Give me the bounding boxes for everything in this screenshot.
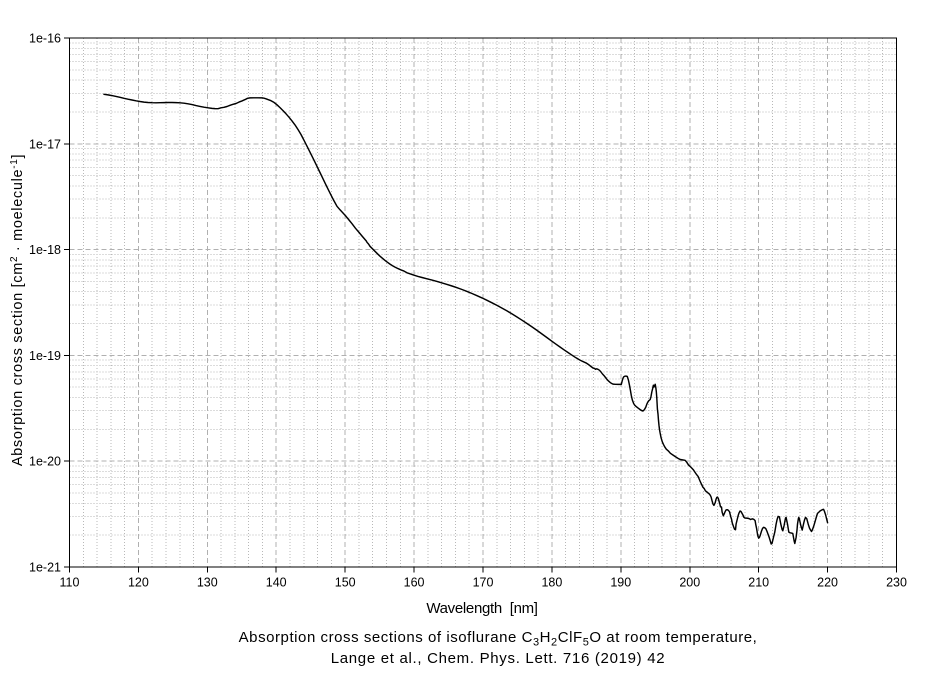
svg-text:1e-20: 1e-20	[29, 455, 61, 469]
svg-text:1e-21: 1e-21	[29, 561, 61, 575]
svg-text:Lange et al., Chem. Phys. Lett: Lange et al., Chem. Phys. Lett. 716 (201…	[331, 650, 666, 667]
svg-text:180: 180	[541, 576, 562, 590]
svg-text:190: 190	[610, 576, 631, 590]
svg-text:210: 210	[748, 576, 769, 590]
svg-text:120: 120	[128, 576, 149, 590]
svg-text:Wavelength [nm]: Wavelength [nm]	[426, 600, 537, 617]
svg-text:1e-18: 1e-18	[29, 243, 61, 257]
svg-text:170: 170	[473, 576, 494, 590]
svg-text:Absorption cross sections of i: Absorption cross sections of isoflurane …	[239, 629, 758, 649]
svg-text:150: 150	[335, 576, 356, 590]
svg-text:1e-16: 1e-16	[29, 32, 61, 46]
svg-text:1e-19: 1e-19	[29, 349, 61, 363]
svg-text:220: 220	[817, 576, 838, 590]
svg-text:1e-17: 1e-17	[29, 137, 61, 151]
svg-text:140: 140	[266, 576, 287, 590]
svg-text:200: 200	[679, 576, 700, 590]
svg-text:230: 230	[886, 576, 907, 590]
svg-text:Absorption cross section [cm2: Absorption cross section [cm2 · moelecul…	[9, 154, 26, 466]
svg-text:160: 160	[404, 576, 425, 590]
svg-text:110: 110	[60, 576, 80, 590]
svg-text:130: 130	[197, 576, 218, 590]
